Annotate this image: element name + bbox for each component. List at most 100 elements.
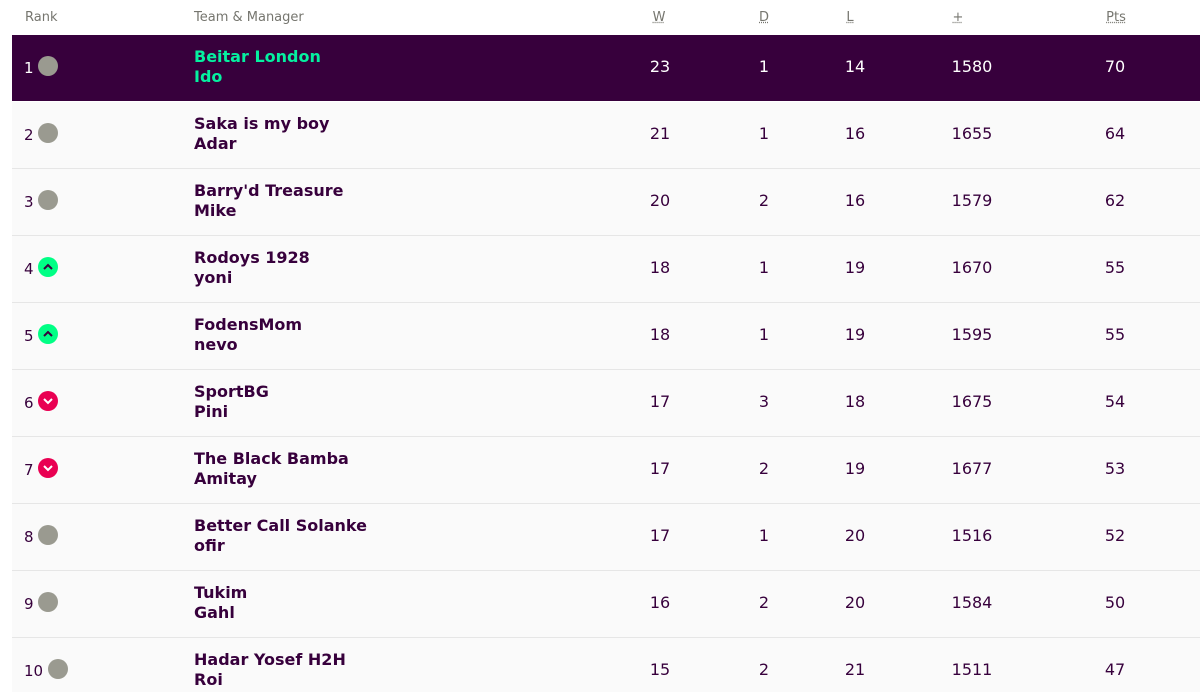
movement-icon: [38, 324, 58, 344]
stat-plus: 1677: [951, 459, 993, 478]
table-row[interactable]: 4 Rodoys 1928 yoni 18 1 19 1670 55: [12, 236, 1200, 303]
movement-icon: [38, 458, 58, 478]
movement-icon: [48, 659, 68, 679]
rank: 10: [24, 662, 44, 680]
movement-icon: [38, 190, 58, 210]
rank: 1: [24, 59, 34, 77]
header-pts[interactable]: Pts: [1106, 10, 1126, 25]
rank: 8: [24, 528, 34, 546]
stat-plus: 1655: [951, 124, 993, 143]
stat-d: 1: [758, 526, 770, 545]
movement-icon: [38, 56, 58, 76]
header-team: Team & Manager: [194, 10, 304, 25]
table-row[interactable]: 10 Hadar Yosef H2H Roi 15 2 21 1511 47: [12, 638, 1200, 692]
manager-name: Adar: [194, 134, 237, 153]
stat-plus: 1579: [951, 191, 993, 210]
stat-pts: 70: [1104, 57, 1126, 76]
team-name: Better Call Solanke: [194, 516, 367, 535]
stat-d: 1: [758, 325, 770, 344]
stat-l: 20: [844, 593, 866, 612]
manager-name: yoni: [194, 268, 233, 287]
team-name: FodensMom: [194, 315, 303, 334]
manager-name: Mike: [194, 201, 237, 220]
stat-w: 23: [649, 57, 671, 76]
stat-pts: 52: [1104, 526, 1126, 545]
movement-icon: [38, 525, 58, 545]
stat-w: 18: [649, 258, 671, 277]
movement-icon: [38, 391, 58, 411]
rank: 7: [24, 461, 34, 479]
table-row[interactable]: 8 Better Call Solanke ofir 17 1 20 1516 52: [12, 504, 1200, 571]
manager-name: Pini: [194, 402, 229, 421]
stat-pts: 55: [1104, 325, 1126, 344]
stat-plus: 1675: [951, 392, 993, 411]
rank: 4: [24, 260, 34, 278]
rank: 3: [24, 193, 34, 211]
stat-d: 3: [758, 392, 770, 411]
header-plus[interactable]: +: [952, 10, 964, 25]
team-name: SportBG: [194, 382, 269, 401]
stat-d: 2: [758, 660, 770, 679]
stat-l: 18: [844, 392, 866, 411]
table-row[interactable]: 2 Saka is my boy Adar 21 1 16 1655 64: [12, 102, 1200, 169]
stat-w: 17: [649, 459, 671, 478]
stat-w: 21: [649, 124, 671, 143]
movement-icon: [38, 592, 58, 612]
header-w[interactable]: W: [652, 10, 666, 25]
team-name: Hadar Yosef H2H: [194, 650, 346, 669]
table-row[interactable]: 7 The Black Bamba Amitay 17 2 19 1677 53: [12, 437, 1200, 504]
stat-plus: 1670: [951, 258, 993, 277]
stat-d: 2: [758, 593, 770, 612]
stat-w: 15: [649, 660, 671, 679]
stat-d: 2: [758, 459, 770, 478]
table-row[interactable]: 3 Barry'd Treasure Mike 20 2 16 1579 62: [12, 169, 1200, 236]
stat-pts: 53: [1104, 459, 1126, 478]
stat-plus: 1595: [951, 325, 993, 344]
manager-name: ofir: [194, 536, 225, 555]
stat-w: 16: [649, 593, 671, 612]
stat-d: 2: [758, 191, 770, 210]
movement-icon: [38, 123, 58, 143]
stat-plus: 1580: [951, 57, 993, 76]
team-name: Beitar London: [194, 47, 321, 66]
team-name: Rodoys 1928: [194, 248, 310, 267]
manager-name: Gahl: [194, 603, 235, 622]
stat-l: 20: [844, 526, 866, 545]
stat-l: 14: [844, 57, 866, 76]
rank: 2: [24, 126, 34, 144]
stat-w: 17: [649, 392, 671, 411]
manager-name: Roi: [194, 670, 223, 689]
stat-d: 1: [758, 258, 770, 277]
manager-name: nevo: [194, 335, 238, 354]
stat-d: 1: [758, 57, 770, 76]
team-name: Tukim: [194, 583, 248, 602]
stat-l: 16: [844, 191, 866, 210]
manager-name: Amitay: [194, 469, 257, 488]
team-name: The Black Bamba: [194, 449, 349, 468]
stat-plus: 1584: [951, 593, 993, 612]
table-row[interactable]: 1 Beitar London Ido 23 1 14 1580 70: [12, 35, 1200, 101]
team-name: Saka is my boy: [194, 114, 330, 133]
stat-l: 16: [844, 124, 866, 143]
table-row[interactable]: 5 FodensMom nevo 18 1 19 1595 55: [12, 303, 1200, 370]
manager-name: Ido: [194, 67, 223, 86]
table-row[interactable]: 9 Tukim Gahl 16 2 20 1584 50: [12, 571, 1200, 638]
team-name: Barry'd Treasure: [194, 181, 344, 200]
rank: 9: [24, 595, 34, 613]
rank: 5: [24, 327, 34, 345]
header-l[interactable]: L: [846, 10, 854, 25]
stat-l: 19: [844, 459, 866, 478]
header-d[interactable]: D: [758, 10, 770, 25]
stat-pts: 50: [1104, 593, 1126, 612]
stat-d: 1: [758, 124, 770, 143]
stat-pts: 54: [1104, 392, 1126, 411]
movement-icon: [38, 257, 58, 277]
stat-l: 21: [844, 660, 866, 679]
stat-l: 19: [844, 258, 866, 277]
stat-w: 17: [649, 526, 671, 545]
table-row[interactable]: 6 SportBG Pini 17 3 18 1675 54: [12, 370, 1200, 437]
header-rank: Rank: [25, 10, 58, 25]
stat-pts: 47: [1104, 660, 1126, 679]
stat-plus: 1511: [951, 660, 993, 679]
